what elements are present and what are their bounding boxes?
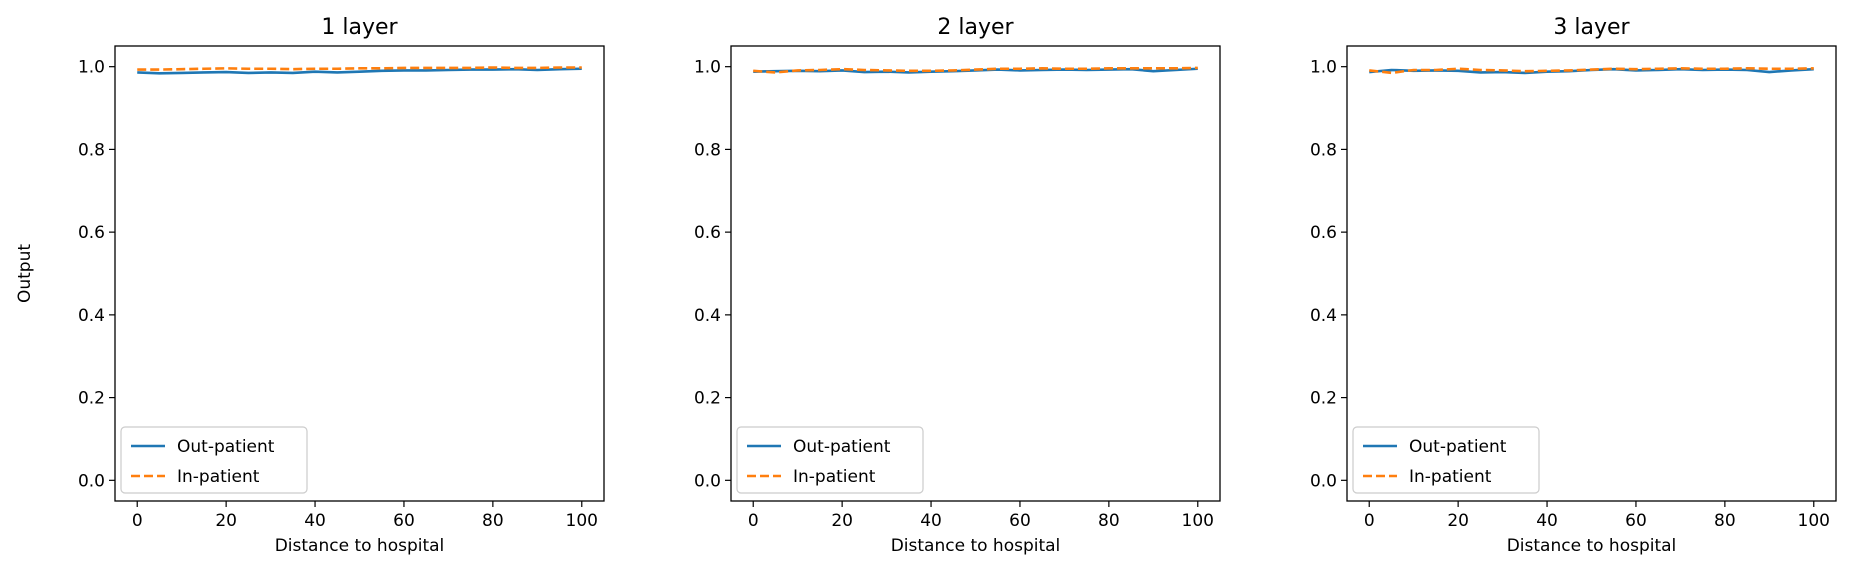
x-tick-label: 100 [566, 511, 598, 531]
x-tick-label: 40 [920, 511, 942, 531]
subplot-title: 1 layer [321, 15, 398, 40]
x-tick-label: 40 [304, 511, 326, 531]
x-tick-label: 40 [1536, 511, 1558, 531]
x-axis-label: Distance to hospital [891, 536, 1061, 556]
series-line-in-patient [753, 66, 1198, 74]
legend-label: Out-patient [1409, 437, 1507, 457]
y-tick-label: 0.2 [694, 389, 721, 409]
x-tick-label: 80 [1098, 511, 1120, 531]
x-tick-label: 20 [215, 511, 237, 531]
legend-label: Out-patient [793, 437, 891, 457]
y-tick-label: 0.4 [78, 306, 105, 326]
legend-box [1352, 426, 1540, 494]
legend-label: In-patient [1409, 467, 1492, 487]
x-tick-label: 60 [393, 511, 415, 531]
plot-frame [1346, 45, 1837, 502]
y-tick-label: 0.6 [78, 223, 105, 243]
legend-label: Out-patient [177, 437, 275, 457]
y-tick-label: 0.8 [1310, 140, 1337, 160]
subplot-title: 3 layer [1553, 15, 1630, 40]
y-axis-label: Output [15, 244, 35, 303]
y-tick-label: 0.4 [1310, 306, 1337, 326]
x-tick-label: 80 [1714, 511, 1736, 531]
plot-frame [730, 45, 1221, 502]
x-tick-label: 100 [1798, 511, 1830, 531]
y-tick-label: 0.2 [1310, 389, 1337, 409]
series-line-in-patient [1369, 67, 1814, 75]
x-tick-label: 20 [1447, 511, 1469, 531]
subplot-2: 2 layer 0 20 40 60 80 100 0.0 0.2 0.4 0.6 0.8 1.0 Dis… [694, 15, 1221, 556]
y-tick-label: 0.8 [78, 140, 105, 160]
x-tick-label: 60 [1625, 511, 1647, 531]
x-tick-label: 0 [748, 511, 759, 531]
y-tick-label: 0.2 [78, 389, 105, 409]
x-tick-label: 0 [132, 511, 143, 531]
y-tick-label: 0.6 [694, 223, 721, 243]
legend: Out-patient In-patient [1352, 426, 1540, 494]
y-tick-label: 0.6 [1310, 223, 1337, 243]
subplot-1: 1 layer 0 20 40 60 80 100 0.0 0.2 0.4 0.6 0.8 1.0 Dis… [15, 15, 605, 556]
legend-box [120, 426, 308, 494]
x-axis-label: Distance to hospital [275, 536, 445, 556]
x-tick-label: 80 [482, 511, 504, 531]
x-tick-label: 20 [831, 511, 853, 531]
subplot-title: 2 layer [937, 15, 1014, 40]
x-tick-label: 100 [1182, 511, 1214, 531]
x-tick-label: 0 [1364, 511, 1375, 531]
series-line-out-patient [137, 67, 582, 75]
x-axis-label: Distance to hospital [1507, 536, 1677, 556]
legend-label: In-patient [793, 467, 876, 487]
y-tick-label: 0.4 [694, 306, 721, 326]
plot-frame [114, 45, 605, 502]
x-tick-label: 60 [1009, 511, 1031, 531]
y-tick-label: 0.8 [694, 140, 721, 160]
y-tick-label: 0.0 [694, 471, 721, 491]
y-tick-label: 1.0 [694, 58, 721, 78]
y-tick-label: 1.0 [1310, 58, 1337, 78]
y-tick-label: 0.0 [78, 471, 105, 491]
legend-label: In-patient [177, 467, 260, 487]
series-line-in-patient [137, 66, 582, 71]
y-tick-label: 1.0 [78, 58, 105, 78]
legend: Out-patient In-patient [736, 426, 924, 494]
subplot-3: 3 layer 0 20 40 60 80 100 0.0 0.2 0.4 0.6 0.8 1.0 Dis… [1310, 15, 1837, 556]
legend: Out-patient In-patient [120, 426, 308, 494]
legend-box [736, 426, 924, 494]
y-tick-label: 0.0 [1310, 471, 1337, 491]
